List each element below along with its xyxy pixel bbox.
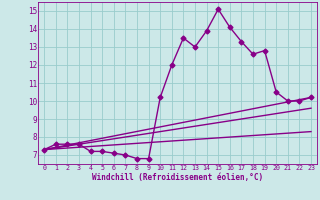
X-axis label: Windchill (Refroidissement éolien,°C): Windchill (Refroidissement éolien,°C) [92, 173, 263, 182]
